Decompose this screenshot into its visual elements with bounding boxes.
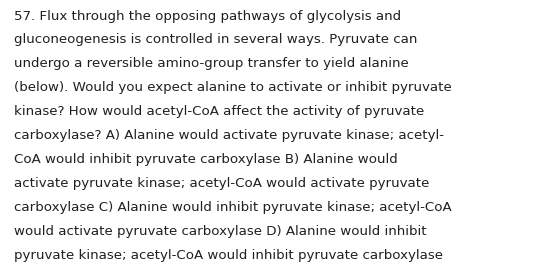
Text: would activate pyruvate carboxylase D) Alanine would inhibit: would activate pyruvate carboxylase D) A… [14,225,426,238]
Text: carboxylase? A) Alanine would activate pyruvate kinase; acetyl-: carboxylase? A) Alanine would activate p… [14,129,444,142]
Text: undergo a reversible amino-group transfer to yield alanine: undergo a reversible amino-group transfe… [14,57,408,70]
Text: activate pyruvate kinase; acetyl-CoA would activate pyruvate: activate pyruvate kinase; acetyl-CoA wou… [14,177,429,190]
Text: gluconeogenesis is controlled in several ways. Pyruvate can: gluconeogenesis is controlled in several… [14,33,417,47]
Text: kinase? How would acetyl-CoA affect the activity of pyruvate: kinase? How would acetyl-CoA affect the … [14,105,424,118]
Text: carboxylase C) Alanine would inhibit pyruvate kinase; acetyl-CoA: carboxylase C) Alanine would inhibit pyr… [14,201,451,214]
Text: pyruvate kinase; acetyl-CoA would inhibit pyruvate carboxylase: pyruvate kinase; acetyl-CoA would inhibi… [14,249,443,262]
Text: (below). Would you expect alanine to activate or inhibit pyruvate: (below). Would you expect alanine to act… [14,81,451,94]
Text: 57. Flux through the opposing pathways of glycolysis and: 57. Flux through the opposing pathways o… [14,10,401,23]
Text: CoA would inhibit pyruvate carboxylase B) Alanine would: CoA would inhibit pyruvate carboxylase B… [14,153,398,166]
